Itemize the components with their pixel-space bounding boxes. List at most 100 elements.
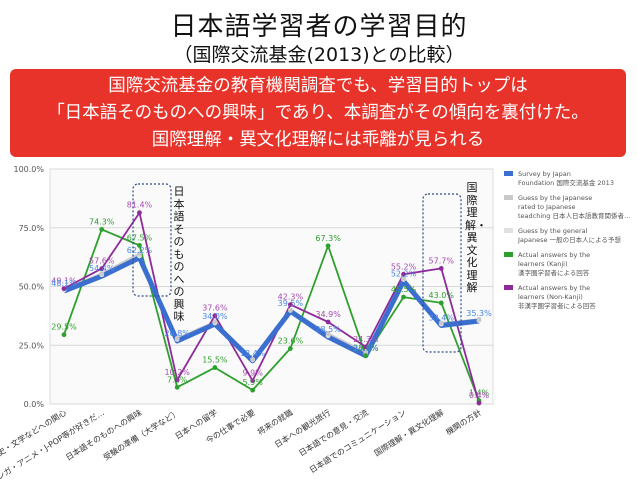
- y-tick-label: 25.0%: [19, 341, 45, 350]
- data-label: 81.4%: [127, 201, 153, 210]
- data-label: 28.5%: [315, 325, 341, 334]
- series-point-4: [212, 313, 218, 319]
- series-point-3: [325, 243, 331, 249]
- data-label: 34.9%: [315, 310, 341, 319]
- data-label: 67.5%: [127, 233, 153, 242]
- legend-label: 漢字圏学習者による回答: [518, 268, 590, 277]
- series-point-4: [363, 344, 369, 350]
- data-label: 42.3%: [278, 293, 304, 302]
- legend-swatch: [504, 171, 513, 176]
- data-label: 23.6%: [278, 337, 304, 346]
- data-label: 7.1%: [167, 375, 188, 384]
- data-label: 0.4%: [469, 391, 490, 400]
- legend-label: Actual answers by the: [518, 251, 590, 259]
- callout-line-1: 国際交流基金の教育機関調査でも、学習目的トップは: [108, 76, 528, 96]
- data-label: 26.8%: [164, 329, 190, 338]
- data-label: 67.3%: [315, 234, 341, 243]
- data-label: 28.6%: [353, 344, 379, 353]
- legend-label: Guess by the general: [518, 227, 588, 235]
- callout-line-3: 国際理解・異文化理解には乖離が見られる: [151, 130, 485, 150]
- series-point-1: [401, 275, 406, 281]
- x-tick-label: 機関の方針: [444, 407, 483, 437]
- series-point-4: [401, 271, 406, 277]
- data-label: 33.4%: [429, 314, 455, 323]
- legend-label: Survey by Japan: [518, 170, 571, 178]
- data-label: 24.3%: [353, 335, 379, 344]
- series-point-4: [325, 319, 331, 325]
- data-label: 15.5%: [202, 356, 228, 365]
- y-tick-label: 50.0%: [19, 283, 45, 292]
- data-label: 34.0%: [202, 312, 228, 321]
- series-point-4: [438, 266, 444, 271]
- legend-label: learners (Kanji): [518, 260, 568, 268]
- data-label: 39.5%: [278, 299, 304, 308]
- series-point-1: [438, 320, 444, 326]
- legend-swatch: [504, 228, 513, 233]
- data-label: 54.4%: [89, 264, 115, 273]
- legend-swatch: [504, 285, 513, 290]
- data-label: 18.4%: [240, 349, 266, 358]
- y-tick-label: 100.0%: [13, 165, 44, 174]
- series-point-3: [401, 294, 406, 300]
- line-chart: 0.0% 25.0% 50.0% 75.0% 100.0% 29.5% 74.3% 67.5…: [0, 165, 630, 479]
- series-point-1: [325, 331, 331, 336]
- series-point-3: [174, 384, 180, 390]
- data-label: 55.2%: [391, 262, 417, 271]
- data-label: 1.4%: [469, 389, 490, 398]
- left-highlight-box: [132, 183, 172, 297]
- data-label: 10.2%: [164, 368, 190, 377]
- data-label: 48.1%: [51, 279, 77, 288]
- callout-box: 国際交流基金の教育機関調査でも、学習目的トップは 「日本語そのものへの興味」であ…: [10, 69, 626, 157]
- series-point-1: [363, 349, 369, 355]
- data-label: 37.6%: [202, 304, 228, 313]
- series-point-3: [250, 387, 256, 393]
- legend-label: Foundation 国際交流基金 2013: [518, 178, 614, 187]
- data-label: 35.3%: [466, 309, 492, 318]
- series-point-1: [287, 307, 293, 313]
- data-label: 49.1%: [51, 277, 77, 286]
- data-label: 57.7%: [429, 256, 455, 265]
- x-tick-label: 国際理解・異文化理解: [372, 407, 445, 458]
- y-tick-label: 75.0%: [19, 224, 45, 233]
- series-point-1: [99, 271, 105, 276]
- data-label: 5.9%: [242, 378, 263, 387]
- series-point-1: [137, 251, 142, 256]
- series-point-3: [287, 346, 293, 351]
- series-line-0: [63, 255, 480, 364]
- series-point-4: [61, 286, 67, 292]
- series-point-4: [174, 377, 180, 383]
- left-box-label: 日本語そのものへの興味: [173, 185, 185, 323]
- series-point-1: [476, 317, 482, 322]
- legend-swatch: [504, 195, 513, 200]
- series-point-1: [174, 335, 180, 341]
- data-label: 9.9%: [242, 369, 263, 378]
- series-point-4: [99, 266, 105, 272]
- series-point-1: [250, 356, 256, 362]
- y-tick-label: 0.0%: [24, 400, 45, 409]
- series-point-3: [61, 332, 67, 338]
- series-point-4: [287, 302, 293, 307]
- data-label: 52.2%: [391, 269, 417, 278]
- data-label: 57.6%: [89, 257, 115, 266]
- slide-subtitle: （国際交流基金(2013)との比較）: [173, 44, 465, 66]
- data-label: 45.5%: [391, 285, 417, 294]
- series-point-4: [250, 378, 256, 384]
- series-point-3: [438, 300, 444, 306]
- series-point-3: [212, 365, 218, 370]
- legend-label: Japanese 一般の日本人による予想: [517, 235, 621, 244]
- legend-swatch: [504, 252, 513, 257]
- callout-line-2: 「日本語そのものへの興味」であり、本調査がその傾向を裏付けた。: [47, 103, 589, 123]
- data-label: 74.3%: [89, 217, 115, 226]
- series-point-3: [137, 242, 142, 248]
- legend-label: Actual answers by the: [518, 284, 590, 292]
- legend-label: Guess by the Japanese: [518, 194, 592, 202]
- slide-title: 日本語学習者の学習目的: [170, 12, 468, 42]
- data-label: 24.8%: [353, 344, 379, 353]
- series-point-3: [363, 353, 369, 358]
- right-highlight-box: [422, 193, 462, 353]
- series-point-4: [137, 210, 142, 216]
- data-label: 62.2%: [127, 246, 153, 255]
- data-label: 29.5%: [51, 323, 77, 332]
- series-point-1: [212, 319, 218, 325]
- right-box-label: 国際理解・異文化理解: [465, 181, 487, 294]
